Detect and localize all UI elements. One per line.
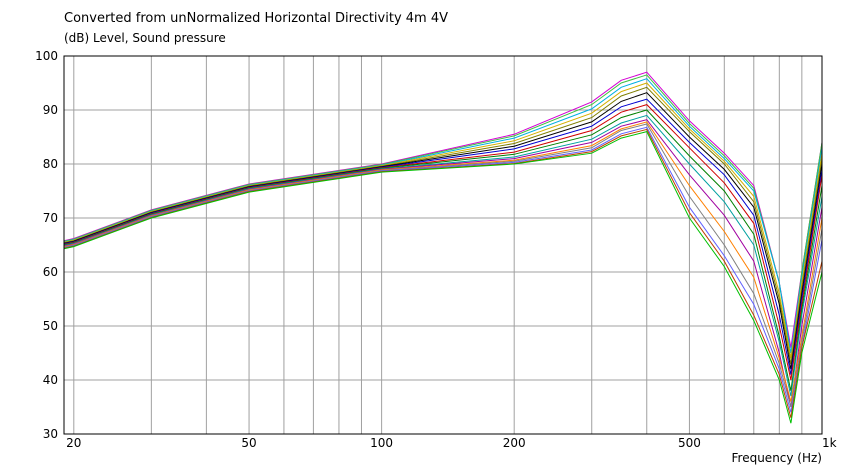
series-lines [63,71,823,424]
series-line-12 [63,121,823,402]
series-line-10 [63,114,823,397]
x-tick-label: 50 [241,436,256,450]
y-tick-label: 40 [43,373,58,387]
series-line-7 [63,98,823,375]
series-line-11 [63,119,823,408]
tick-labels: 30 40 50 60 70 80 90 100 20 50 100 200 500 1k [35,49,837,450]
y-tick-label: 80 [43,157,58,171]
series-line-14 [63,126,823,413]
y-tick-label: 90 [43,103,58,117]
y-tick-label: 60 [43,265,58,279]
y-tick-label: 50 [43,319,58,333]
series-line-4 [63,82,823,359]
series-line-5 [63,86,823,364]
y-axis-label: (dB) Level, Sound pressure [64,31,226,45]
x-axis-label: Frequency (Hz) [731,451,823,465]
y-tick-label: 100 [35,49,58,63]
series-line-2 [63,74,823,359]
x-tick-label: 1k [822,436,837,450]
series-line-3 [63,78,823,354]
series-line-16 [63,131,823,424]
x-tick-label: 100 [370,436,393,450]
plot-frame [63,55,823,435]
chart-title: Converted from unNormalized Horizontal D… [64,11,449,26]
x-tick-label: 500 [678,436,701,450]
x-tick-label: 200 [503,436,526,450]
x-tick-label: 20 [66,436,81,450]
y-tick-label: 70 [43,211,58,225]
y-tick-label: 30 [43,427,58,441]
series-line-15 [63,128,823,418]
series-line-6 [63,92,823,370]
series-line-9 [63,109,823,391]
